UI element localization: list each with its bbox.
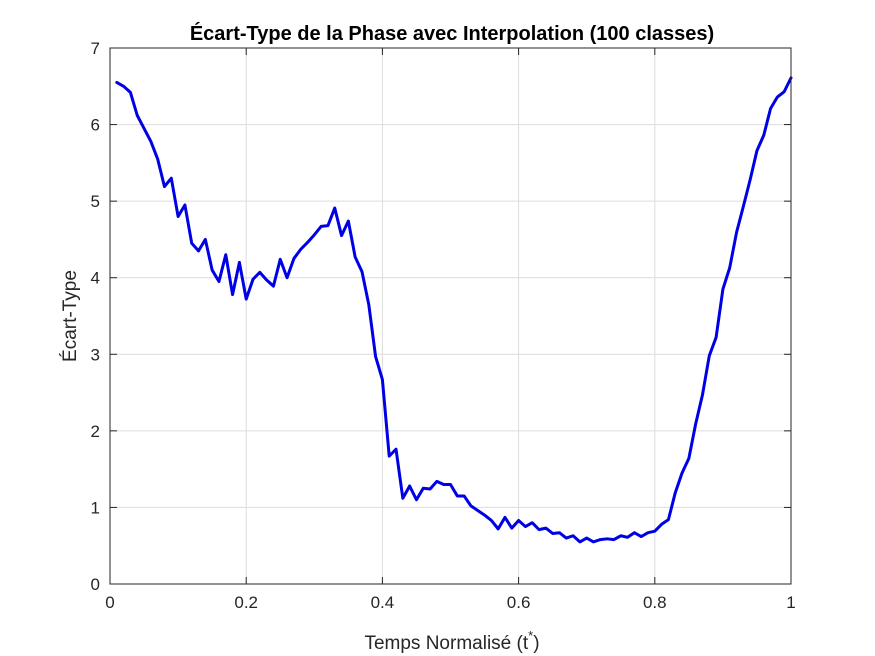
series-line	[115, 76, 793, 544]
x-tick-label: 1	[786, 593, 795, 612]
y-tick-label: 4	[91, 269, 100, 288]
x-tick-label: 0.4	[371, 593, 395, 612]
y-tick-labels: 0 1 2 3 4 5 6 7	[91, 39, 100, 594]
x-tick-label: 0.8	[643, 593, 667, 612]
x-tick-labels: 0 0.2 0.4 0.6 0.8 1	[105, 593, 795, 612]
chart-title: Écart-Type de la Phase avec Interpolatio…	[190, 22, 714, 45]
x-axis-label-superscript: *	[528, 628, 533, 643]
y-tick-label: 5	[91, 192, 100, 211]
x-tick-label: 0.6	[507, 593, 531, 612]
y-tick-label: 3	[91, 345, 100, 364]
y-tick-label: 1	[91, 498, 100, 517]
x-tick-label: 0	[105, 593, 114, 612]
grid-lines	[109, 47, 792, 585]
tick-marks	[109, 47, 792, 585]
y-tick-label: 7	[91, 39, 100, 58]
plot-frame	[109, 47, 792, 585]
y-axis-label: Écart-Type	[60, 270, 81, 362]
y-tick-label: 6	[91, 116, 100, 135]
y-tick-label: 2	[91, 422, 100, 441]
x-axis-label: Temps Normalisé (t*)	[364, 628, 539, 654]
x-axis-label-end: )	[533, 633, 539, 654]
x-axis-label-main: Temps Normalisé (t	[364, 633, 528, 654]
y-tick-label: 0	[91, 575, 100, 594]
x-tick-label: 0.2	[234, 593, 258, 612]
